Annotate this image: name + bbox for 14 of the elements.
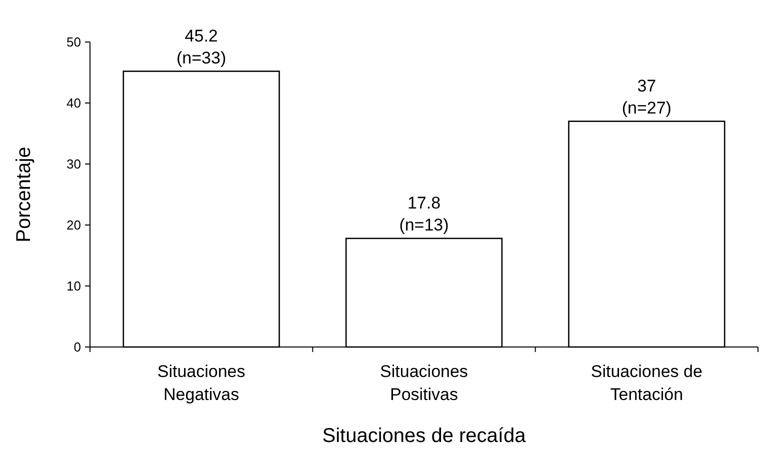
data-label: 37 (n=27) xyxy=(622,76,672,118)
y-tick-label: 20 xyxy=(66,218,81,233)
data-label: 17.8 (n=13) xyxy=(399,193,449,234)
y-tick-label: 0 xyxy=(74,340,81,355)
y-axis-title: Porcentaje xyxy=(13,146,35,242)
data-label: 45.2 (n=33) xyxy=(176,26,226,68)
x-tick-label: Situaciones de Tentación xyxy=(590,362,702,404)
y-tick-label: 30 xyxy=(66,156,81,172)
x-axis-title: Situaciones de recaída xyxy=(322,425,527,447)
x-tick-label: Situaciones Negativas xyxy=(157,362,246,404)
y-tick-label: 50 xyxy=(66,34,81,50)
y-tick-label: 10 xyxy=(66,278,81,294)
x-tick-label: Situaciones Positivas xyxy=(380,362,468,404)
y-tick-label: 40 xyxy=(66,96,81,111)
